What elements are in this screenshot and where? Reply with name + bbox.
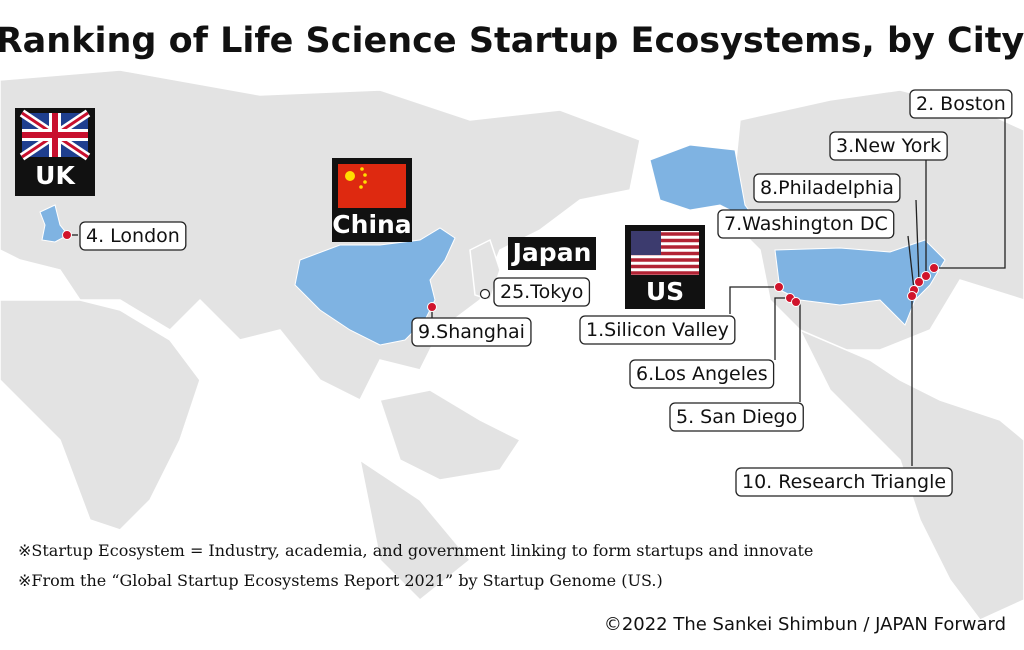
city-name: 6.Los Angeles — [636, 363, 768, 385]
city-label: 6.Los Angeles — [629, 359, 775, 389]
note: ※Startup Ecosystem = Industry, academia,… — [18, 541, 813, 560]
city-labels: 1.Silicon Valley 2. Boston 3.New York 4.… — [79, 89, 1013, 497]
city-label: 9.Shanghai — [411, 317, 532, 347]
country-label: UK — [35, 161, 76, 190]
city-name: 2. Boston — [916, 93, 1006, 115]
city-label: 25.Tokyo — [493, 277, 591, 307]
city-label: 10. Research Triangle — [735, 467, 953, 497]
country-label: China — [332, 210, 411, 239]
credit: ©2022 The Sankei Shimbun / JAPAN Forward — [604, 614, 1006, 635]
city-label: 8.Philadelphia — [753, 173, 901, 203]
city-name: 8.Philadelphia — [760, 177, 894, 199]
city-name: 7.Washington DC — [724, 213, 888, 235]
city-label: 2. Boston — [909, 89, 1013, 119]
world-map — [0, 69, 1024, 621]
city-name: 10. Research Triangle — [742, 471, 946, 493]
uk-badge: UK — [15, 108, 95, 196]
city-label: 3.New York — [829, 131, 948, 161]
china-badge: China — [332, 158, 412, 242]
country-label: Japan — [511, 238, 592, 267]
title: Ranking of Life Science Startup Ecosyste… — [0, 21, 1024, 61]
city-label: 7.Washington DC — [717, 209, 895, 239]
city-label: 1.Silicon Valley — [579, 315, 736, 345]
us-badge: US — [625, 225, 705, 309]
note: ※From the “Global Startup Ecosystems Rep… — [18, 571, 663, 590]
city-name: 3.New York — [836, 135, 941, 157]
city-name: 9.Shanghai — [418, 321, 525, 343]
city-name: 5. San Diego — [676, 406, 797, 428]
city-name: 4. London — [86, 225, 180, 247]
city-name: 25.Tokyo — [500, 281, 583, 303]
city-label: 5. San Diego — [669, 402, 804, 432]
japan-badge: Japan — [508, 237, 596, 270]
country-label: US — [646, 277, 684, 306]
city-markers — [62, 230, 939, 312]
city-label: 4. London — [79, 221, 187, 251]
city-name: 1.Silicon Valley — [586, 319, 729, 341]
